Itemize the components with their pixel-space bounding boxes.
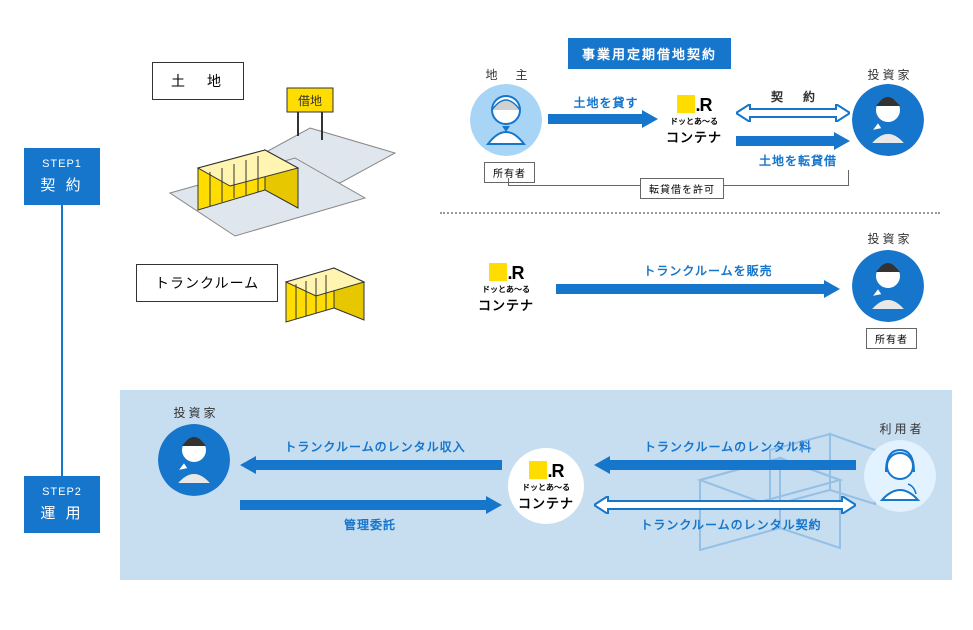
step-connector bbox=[61, 200, 63, 500]
fee-label: トランクルームのレンタル料 bbox=[628, 438, 828, 455]
rental-contract-arrow bbox=[594, 496, 856, 514]
permit-line-r bbox=[848, 170, 849, 186]
landlord-tag: 所有者 bbox=[484, 162, 535, 183]
step2-title: 運 用 bbox=[24, 502, 100, 523]
step1-title: 契 約 bbox=[24, 174, 100, 195]
company-logo-2: .R ドッとあ〜る コンテナ bbox=[470, 252, 542, 324]
contract-badge: 事業用定期借地契約 bbox=[568, 38, 731, 69]
user-label: 利用者 bbox=[874, 420, 930, 437]
mgmt-label: 管理委託 bbox=[320, 516, 420, 533]
company-logo-3: .R ドッとあ〜る コンテナ bbox=[508, 448, 584, 524]
step1-num: STEP1 bbox=[24, 158, 100, 170]
step1-box: STEP1 契 約 bbox=[24, 148, 100, 205]
sign-text: 借地 bbox=[298, 94, 322, 108]
step2-box: STEP2 運 用 bbox=[24, 476, 100, 533]
permit-label: 転貸借を許可 bbox=[640, 178, 724, 199]
landlord-avatar bbox=[470, 84, 542, 156]
mgmt-arrow bbox=[240, 496, 502, 514]
section1-divider bbox=[440, 212, 940, 214]
trunk-illustration bbox=[276, 248, 386, 328]
user-avatar bbox=[864, 440, 936, 512]
investor1-label: 投資家 bbox=[862, 66, 918, 83]
diagram-canvas: STEP1 契 約 STEP2 運 用 土 地 借地 事業用定期借地契約 bbox=[0, 0, 973, 630]
income-arrow bbox=[240, 456, 502, 474]
trunk-label: トランクルーム bbox=[136, 264, 278, 302]
contract-label: 契 約 bbox=[740, 88, 850, 105]
company-logo-1: .R ドッとあ〜る コンテナ bbox=[658, 84, 730, 156]
investor2-label: 投資家 bbox=[862, 230, 918, 247]
step2-num: STEP2 bbox=[24, 486, 100, 498]
permit-line-l bbox=[508, 178, 509, 186]
lend-arrow bbox=[548, 110, 658, 128]
investor1-avatar bbox=[852, 84, 924, 156]
fee-arrow bbox=[594, 456, 856, 474]
lend-label: 土地を貸す bbox=[556, 94, 656, 111]
sublease-label: 土地を転貸借 bbox=[748, 152, 848, 169]
investor2-tag: 所有者 bbox=[866, 328, 917, 349]
rental-contract-label: トランクルームのレンタル契約 bbox=[626, 516, 836, 533]
investor3-label: 投資家 bbox=[168, 404, 224, 421]
landlord-label: 地 主 bbox=[480, 66, 536, 83]
sell-arrow bbox=[556, 280, 840, 298]
land-illustration: 借地 bbox=[140, 78, 410, 248]
investor3-avatar bbox=[158, 424, 230, 496]
sell-label: トランクルームを販売 bbox=[608, 262, 808, 279]
income-label: トランクルームのレンタル収入 bbox=[270, 438, 480, 455]
contract-arrow bbox=[736, 104, 850, 122]
investor2-avatar bbox=[852, 250, 924, 322]
sublease-arrow bbox=[736, 132, 850, 150]
